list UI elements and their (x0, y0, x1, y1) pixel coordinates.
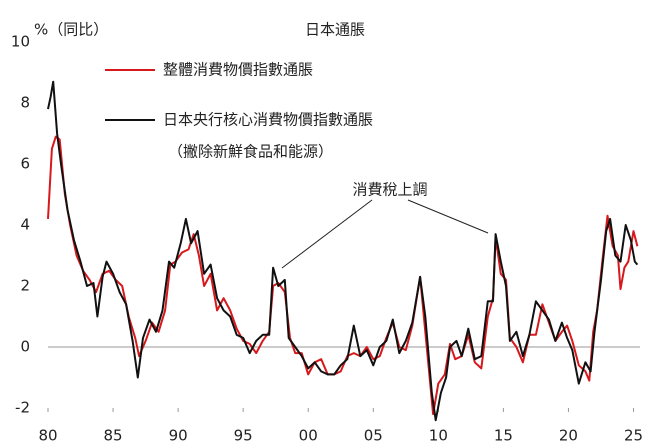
x-tick-label: 90 (169, 427, 188, 445)
y-tick-label: 10 (11, 33, 30, 51)
series-line (47, 80, 639, 422)
annotation-arrow (407, 199, 489, 234)
legend-label: 整體消費物價指數通脹 (163, 61, 313, 79)
annotation-arrow (281, 199, 373, 269)
x-tick-label: 10 (429, 427, 448, 445)
y-tick-label: 0 (20, 338, 30, 356)
y-tick-label: 2 (20, 277, 30, 295)
y-tick-label: 6 (20, 155, 30, 173)
legend-label: 日本央行核心消費物價指數通脹 (163, 111, 373, 129)
x-tick-label: 85 (104, 427, 123, 445)
x-tick-label: 05 (364, 427, 383, 445)
annotation: 消費稅上調 (352, 181, 427, 199)
x-tick-label: 00 (299, 427, 318, 445)
x-tick-label: 80 (38, 427, 57, 445)
y-tick-label: 8 (20, 94, 30, 112)
x-tick-label: 95 (234, 427, 253, 445)
legend-note: （撇除新鮮食品和能源） (168, 143, 333, 161)
y-axis-label: %（同比） (34, 21, 108, 39)
x-tick-label: 15 (494, 427, 513, 445)
y-tick-label: 4 (20, 216, 30, 234)
x-tick-label: 25 (624, 427, 643, 445)
y-tick-label: -2 (15, 399, 30, 417)
chart-title: 日本通脹 (305, 21, 365, 39)
x-tick-label: 20 (559, 427, 578, 445)
